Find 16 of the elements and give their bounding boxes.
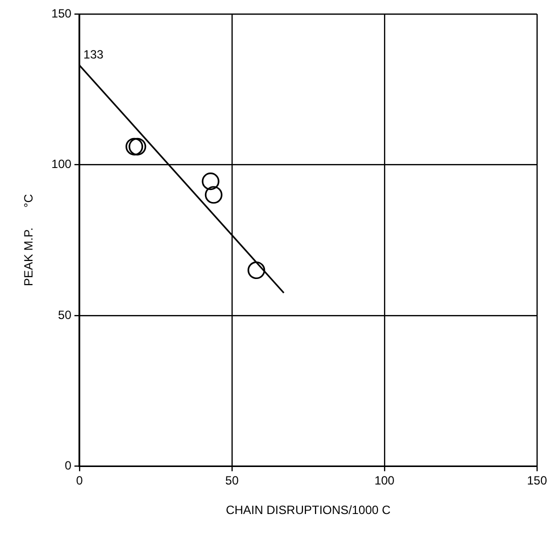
y-axis-title: PEAK M.P. °C <box>22 194 36 286</box>
y-tick-label: 0 <box>64 458 72 473</box>
x-axis-title: CHAIN DISRUPTIONS/1000 C <box>226 503 391 518</box>
x-tick-label: 150 <box>526 474 548 488</box>
point <box>128 138 146 156</box>
y-tick-label: 50 <box>58 308 72 322</box>
x-tick-label: 50 <box>225 474 239 488</box>
point <box>248 261 266 280</box>
point <box>202 172 220 190</box>
y-tick-label: 150 <box>51 6 72 20</box>
point <box>204 186 222 204</box>
annotation: 133 <box>83 48 104 62</box>
x-tick-label: 100 <box>374 474 395 488</box>
x-tick-label: 0 <box>76 474 84 488</box>
point <box>126 138 144 156</box>
y-tick-label: 100 <box>51 157 72 172</box>
